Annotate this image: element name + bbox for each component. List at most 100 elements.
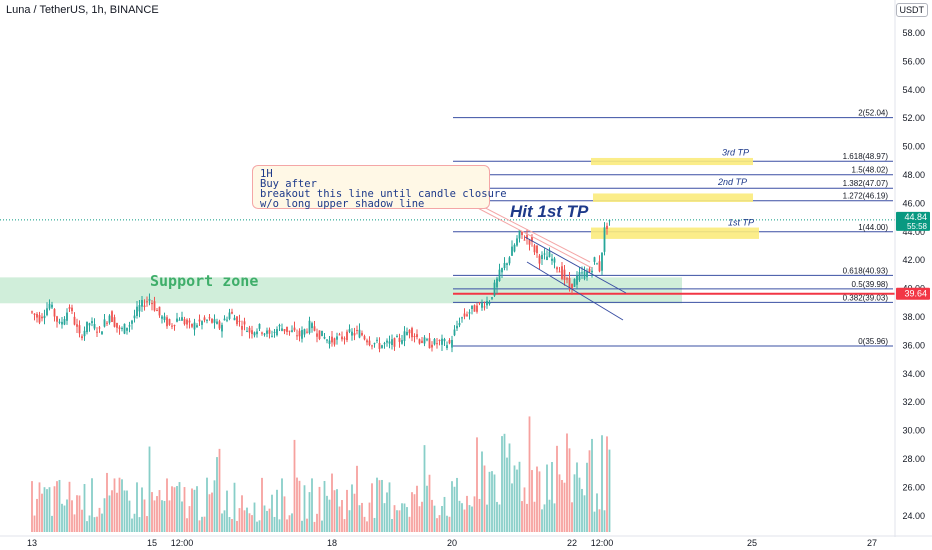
volume-bar [238,508,241,532]
volume-bar [601,435,603,532]
candle-body [321,330,323,337]
volume-bar [433,505,436,532]
volume-bar [293,439,296,532]
price-tick-label: 42.00 [902,255,925,265]
volume-bar [576,462,578,532]
candle-body [478,302,481,304]
candle-body [281,328,283,331]
candle-body [256,331,258,335]
candle-body [588,268,591,272]
candle-body [271,335,273,337]
current-price-tag [896,211,930,231]
candle-body [361,332,363,336]
candle-body [81,336,83,339]
currency-badge[interactable]: USDT [895,3,928,17]
fib-label: 0.5(39.98) [852,280,889,289]
volume-bar [116,492,118,532]
volume-bar [233,482,236,532]
volume-bar [516,469,518,532]
volume-bar [363,516,366,532]
candle-body [201,321,203,325]
candle-body [546,256,548,261]
volume-bar [323,480,326,532]
symbol-title: Luna / TetherUS, 1h, BINANCE [6,4,159,16]
volume-bar [336,489,338,532]
candle-body [108,315,111,323]
volume-bar [428,474,431,532]
price-tick-label: 48.00 [902,170,925,180]
volume-bar [586,462,588,532]
candle-body [401,340,403,344]
volume-bar [203,516,206,532]
price-tick-label: 34.00 [902,369,925,379]
candle-body [368,340,371,346]
volume-bar [558,474,561,532]
candle-body [168,319,171,325]
candle-body [571,283,573,290]
candle-body [508,257,511,264]
candle-body [218,321,221,329]
volume-bar [338,506,341,532]
candle-body [223,318,226,321]
candle-body [193,322,196,330]
volume-bar [121,479,123,532]
volume-bar [498,504,501,532]
candle-body [216,321,218,324]
volume-bar [413,494,416,532]
volume-bar [43,487,46,532]
candle-body [328,340,331,345]
price-tick-label: 44.00 [902,227,925,237]
volume-bar [513,465,516,532]
volume-bar [218,448,221,532]
volume-bar [346,489,348,532]
volume-bar [606,436,608,532]
volume-bar [426,485,428,532]
volume-bar [136,482,138,532]
volume-bar [598,509,601,532]
candle-body [476,305,478,312]
candle-body [608,220,611,222]
candle-body [251,330,253,335]
volume-bar [226,490,228,532]
volume-bar [596,493,598,532]
volume-bar [421,501,423,532]
volume-bar [151,492,153,532]
candle-body [516,238,518,246]
price-tick-label: 26.00 [902,482,925,492]
candle-body [483,306,486,308]
volume-bar [418,506,421,532]
volume-bar [461,503,463,532]
fib-label: 0(35.96) [858,337,888,346]
volume-bar [341,500,343,532]
volume-bar [393,505,396,532]
volume-bar [216,457,218,532]
candle-body [543,253,546,255]
volume-bar [411,492,413,532]
candle-body [556,267,558,270]
candle-body [563,269,566,280]
volume-bar [358,505,361,532]
volume-bar [83,484,86,532]
price-tick-label: 32.00 [902,397,925,407]
volume-series [31,416,611,532]
volume-bar [198,520,201,532]
volume-bar [608,449,611,532]
candle-body [383,343,386,345]
candle-body [533,245,536,253]
volume-bar [108,495,111,532]
volume-bar [591,438,593,532]
volume-bar [38,482,41,532]
candle-body [488,302,491,305]
candle-body [473,305,476,312]
candle-body [538,255,541,264]
candle-body [378,343,381,349]
volume-bar [316,513,318,532]
price-axis: 24.00 26.00 28.00 30.00 32.00 34.00 36.00 38.00… [894,0,930,537]
volume-bar [486,504,488,532]
candle-body [131,320,133,324]
volume-bar [603,510,606,532]
candle-body [346,331,348,341]
candle-body [451,339,453,348]
volume-bar [593,511,596,532]
